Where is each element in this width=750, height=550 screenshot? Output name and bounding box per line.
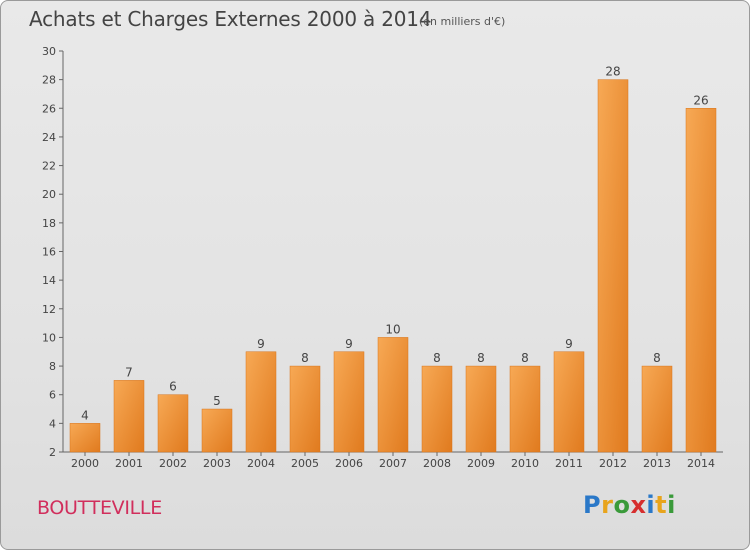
logo-letter: i (667, 491, 676, 519)
logo-letter: t (655, 491, 668, 519)
data-label: 9 (345, 337, 353, 351)
y-tick-label: 30 (42, 45, 56, 58)
logo-letter: P (583, 491, 602, 519)
logo-letter: x (630, 491, 647, 519)
bar-2002 (157, 394, 189, 453)
data-label: 5 (213, 394, 221, 408)
y-tick-label: 24 (42, 131, 56, 144)
bar-2014 (685, 108, 717, 453)
x-tick-label: 2006 (335, 457, 363, 470)
proxiti-logo[interactable]: Proxiti (583, 491, 676, 519)
y-tick-label: 12 (42, 303, 56, 316)
bar-2006 (333, 351, 365, 453)
data-label: 8 (521, 351, 529, 365)
y-tick-label: 18 (42, 217, 56, 230)
logo-letter: i (646, 491, 656, 519)
bar-2011 (553, 351, 585, 453)
commune-name: BOUTTEVILLE (37, 497, 162, 519)
bar-2001 (113, 380, 145, 453)
data-label: 9 (257, 337, 265, 351)
x-tick-label: 2003 (203, 457, 231, 470)
y-tick-label: 4 (49, 417, 56, 430)
data-label: 26 (693, 93, 708, 107)
x-tick-label: 2007 (379, 457, 407, 470)
x-tick-label: 2005 (291, 457, 319, 470)
x-tick-label: 2013 (643, 457, 671, 470)
y-tick-label: 22 (42, 160, 56, 173)
data-label: 4 (81, 408, 89, 422)
y-tick-label: 10 (42, 331, 56, 344)
data-label: 7 (125, 365, 133, 379)
x-tick-label: 2009 (467, 457, 495, 470)
bar-2004 (245, 351, 277, 453)
y-tick-label: 2 (49, 446, 56, 459)
data-label: 8 (477, 351, 485, 365)
x-tick-label: 2004 (247, 457, 275, 470)
bar-2008 (421, 365, 453, 453)
bars (69, 79, 717, 453)
logo-letter: r (601, 491, 614, 519)
y-tick-label: 28 (42, 74, 56, 87)
bar-2012 (597, 79, 629, 453)
data-labels: 4 7 6 5 9 8 9 10 8 8 8 9 28 8 26 (81, 65, 708, 423)
y-tick-label: 16 (42, 246, 56, 259)
x-tick-label: 2014 (687, 457, 715, 470)
x-tick-label: 2010 (511, 457, 539, 470)
x-tick-label: 2001 (115, 457, 143, 470)
data-label: 8 (433, 351, 441, 365)
y-tick-label: 8 (49, 360, 56, 373)
y-tick-label: 14 (42, 274, 56, 287)
data-label: 8 (301, 351, 309, 365)
bar-2009 (465, 365, 497, 453)
chart-unit: (en milliers d'€) (419, 15, 506, 28)
x-tick-label: 2000 (71, 457, 99, 470)
y-tick-label: 6 (49, 389, 56, 402)
data-label: 10 (385, 322, 400, 336)
y-tick-label: 20 (42, 188, 56, 201)
data-label: 6 (169, 380, 177, 394)
data-label: 8 (653, 351, 661, 365)
y-tick-label: 26 (42, 102, 56, 115)
bar-2005 (289, 365, 321, 453)
bar-2007 (377, 337, 409, 453)
x-tick-label: 2011 (555, 457, 583, 470)
bar-2013 (641, 365, 673, 453)
x-tick-label: 2012 (599, 457, 627, 470)
bar-2000 (69, 423, 101, 453)
x-tick-label: 2008 (423, 457, 451, 470)
bar-2010 (509, 365, 541, 453)
data-label: 28 (605, 65, 620, 79)
chart-title: Achats et Charges Externes 2000 à 2014 (29, 7, 432, 31)
bar-2003 (201, 408, 233, 453)
data-label: 9 (565, 337, 573, 351)
x-tick-label: 2002 (159, 457, 187, 470)
logo-letter: o (613, 491, 631, 519)
